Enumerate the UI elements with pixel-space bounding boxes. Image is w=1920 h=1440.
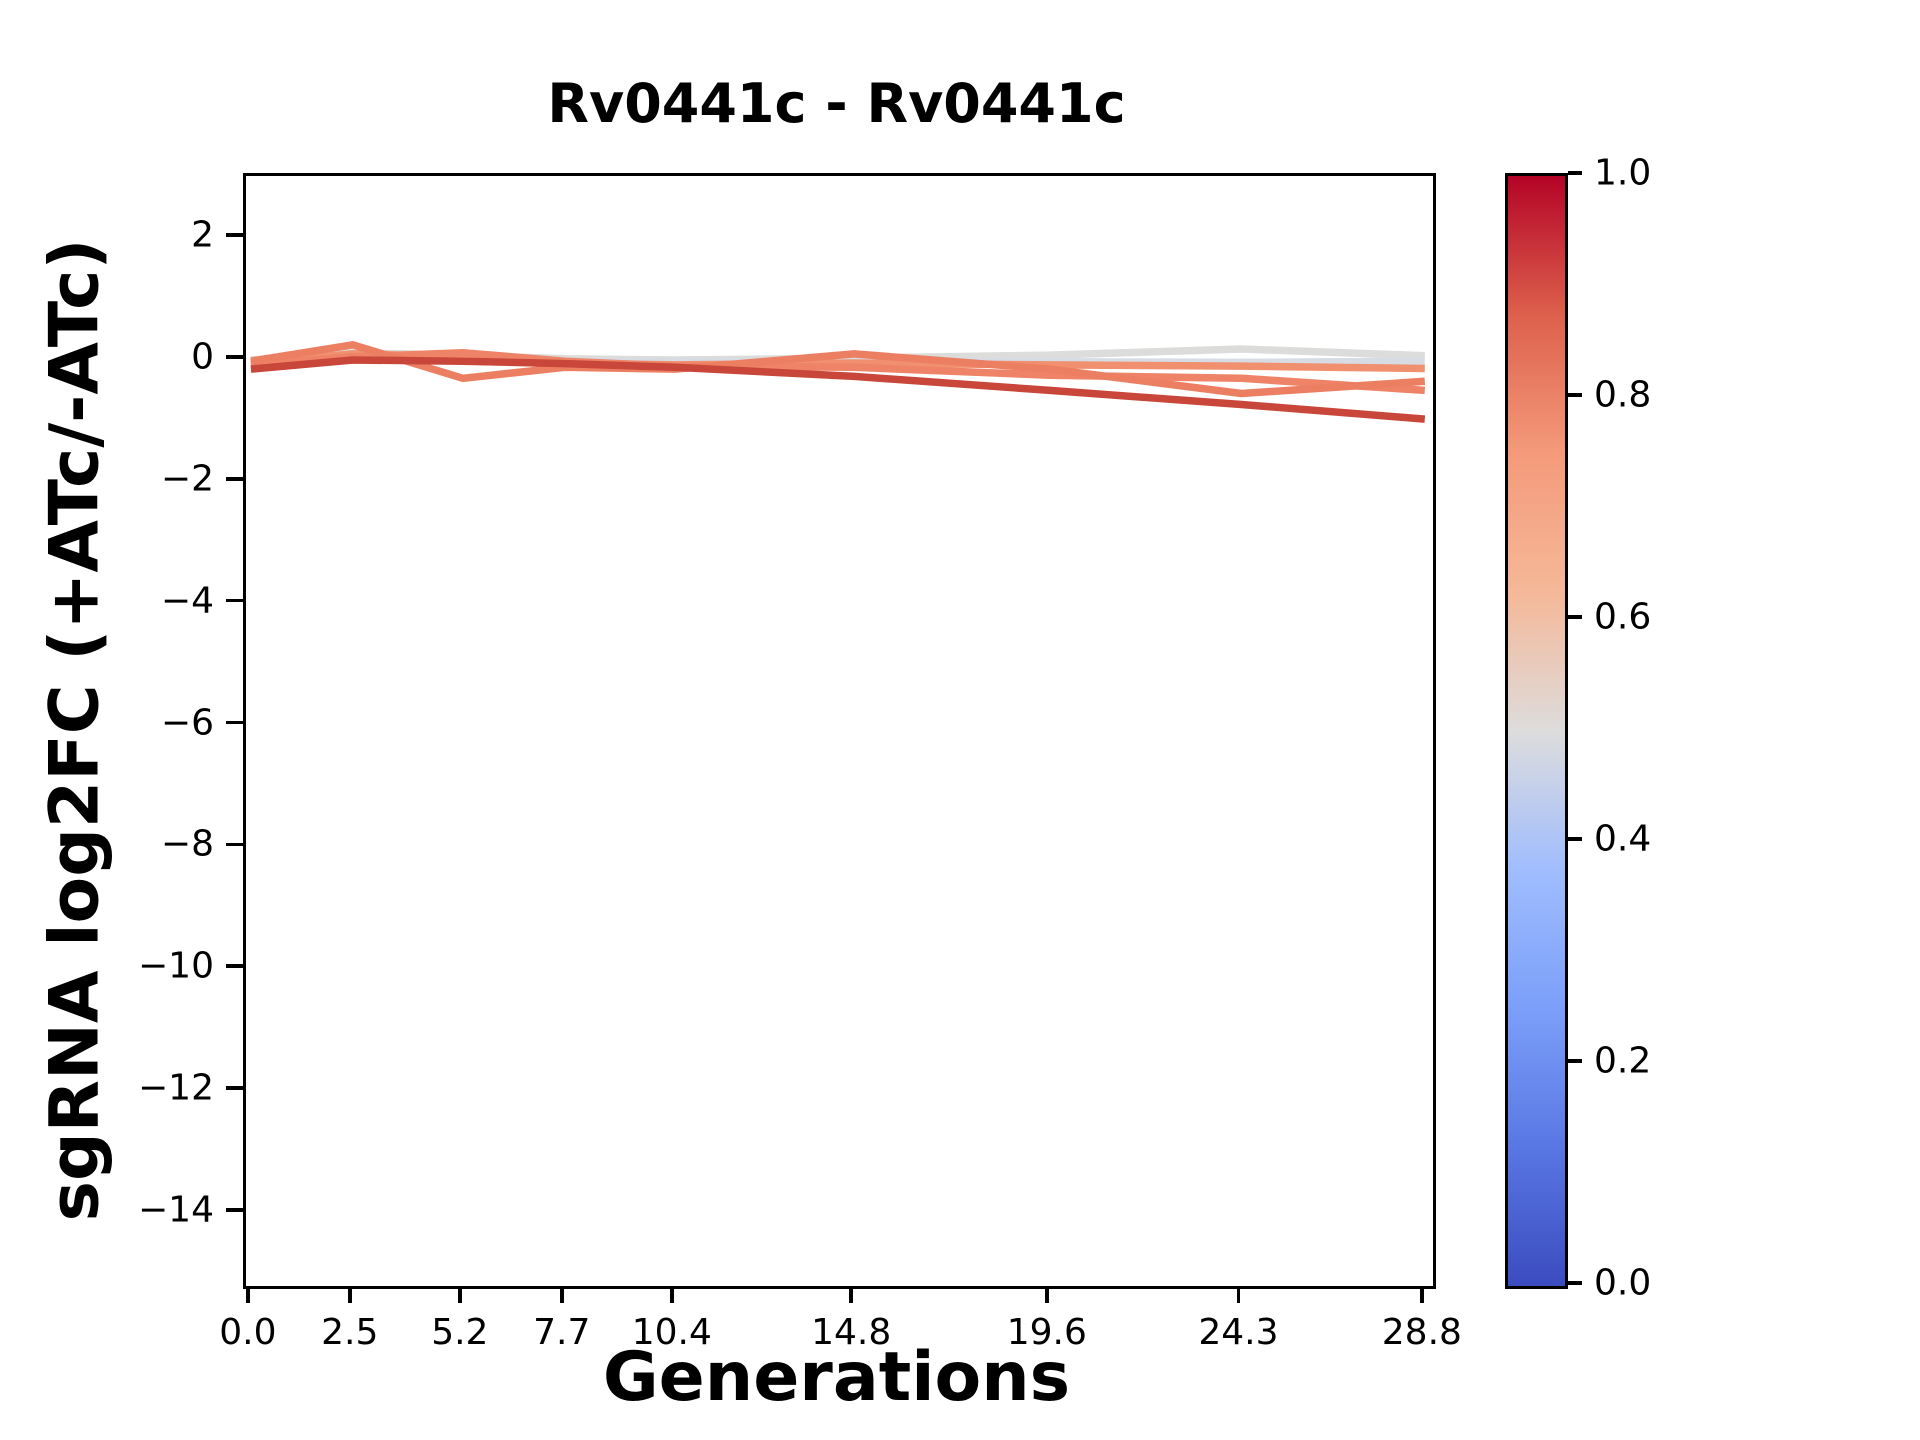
colorbar-tick-label: 0.4 — [1594, 818, 1652, 860]
x-tick-label: 0.0 — [219, 1312, 277, 1353]
y-tick-mark — [226, 598, 243, 603]
y-tick-mark — [226, 1208, 243, 1212]
series-lines — [250, 341, 1426, 423]
y-tick-mark — [226, 720, 243, 725]
x-tick-mark — [1045, 1286, 1049, 1303]
x-tick-mark — [246, 1286, 250, 1303]
x-tick-mark — [1236, 1286, 1241, 1303]
x-tick-label: 7.7 — [533, 1312, 591, 1353]
y-tick-mark — [226, 964, 243, 968]
x-tick-label: 14.8 — [811, 1312, 892, 1353]
y-tick-mark — [226, 1086, 243, 1090]
colorbar-tick-label: 1.0 — [1594, 152, 1652, 194]
y-tick-label: 0 — [191, 336, 214, 378]
colorbar-tick-mark — [1568, 615, 1582, 619]
colorbar-tick-label: 0.8 — [1594, 374, 1652, 416]
colorbar-tick-mark — [1568, 171, 1582, 175]
y-tick-mark — [226, 355, 243, 359]
y-tick-label: −10 — [138, 945, 214, 987]
x-tick-label: 24.3 — [1198, 1312, 1279, 1353]
x-tick-mark — [348, 1286, 352, 1303]
x-tick-mark — [1420, 1286, 1424, 1303]
colorbar-tick-label: 0.0 — [1594, 1262, 1652, 1304]
x-tick-mark — [670, 1286, 674, 1303]
x-tick-label: 5.2 — [431, 1312, 489, 1353]
colorbar-tick-mark — [1568, 393, 1582, 397]
colorbar-tick-mark — [1568, 1059, 1582, 1063]
y-tick-label: −2 — [160, 458, 214, 500]
x-tick-mark — [560, 1286, 564, 1303]
colorbar-tick-label: 0.6 — [1594, 596, 1652, 638]
colorbar — [1505, 173, 1568, 1289]
colorbar-tick-label: 0.2 — [1594, 1040, 1652, 1082]
y-tick-label: −14 — [138, 1189, 214, 1231]
y-tick-mark — [226, 233, 243, 237]
x-axis-label: Generations — [602, 1338, 1071, 1417]
y-tick-label: −12 — [138, 1067, 214, 1109]
colorbar-tick-mark — [1568, 837, 1582, 841]
y-tick-mark — [226, 477, 243, 481]
x-tick-label: 28.8 — [1381, 1312, 1462, 1353]
x-tick-label: 10.4 — [631, 1312, 712, 1353]
x-tick-mark — [849, 1286, 853, 1303]
x-tick-label: 2.5 — [321, 1312, 379, 1353]
x-tick-mark — [458, 1286, 462, 1303]
chart-title: Rv0441c - Rv0441c — [547, 72, 1126, 135]
y-tick-label: −4 — [160, 580, 214, 622]
y-tick-label: −8 — [160, 823, 214, 865]
colorbar-tick-mark — [1568, 1281, 1582, 1285]
y-tick-mark — [226, 842, 243, 847]
x-tick-label: 19.6 — [1006, 1312, 1087, 1353]
plot-area — [243, 173, 1436, 1289]
y-tick-label: −6 — [160, 702, 214, 744]
y-tick-label: 2 — [191, 214, 214, 256]
series-line-sgRNA_dark_red — [250, 356, 1426, 423]
